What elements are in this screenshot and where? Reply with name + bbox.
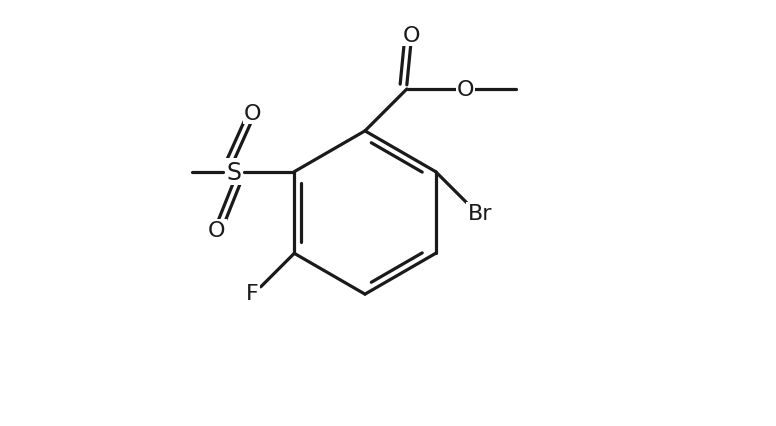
Text: O: O: [457, 80, 474, 100]
Text: F: F: [246, 283, 258, 303]
Text: O: O: [244, 104, 262, 124]
Text: S: S: [226, 160, 241, 184]
Text: Br: Br: [467, 203, 492, 223]
Text: O: O: [208, 221, 226, 241]
Text: O: O: [402, 26, 420, 46]
